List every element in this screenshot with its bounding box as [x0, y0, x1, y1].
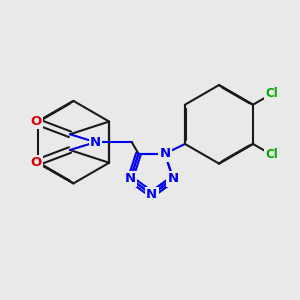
- Text: Cl: Cl: [265, 87, 278, 101]
- Text: N: N: [90, 136, 101, 148]
- Text: N: N: [168, 172, 179, 185]
- Text: O: O: [30, 115, 42, 128]
- Text: O: O: [30, 156, 42, 170]
- Text: N: N: [125, 172, 136, 185]
- Text: N: N: [146, 188, 157, 201]
- Text: N: N: [159, 147, 170, 160]
- Text: Cl: Cl: [265, 148, 278, 161]
